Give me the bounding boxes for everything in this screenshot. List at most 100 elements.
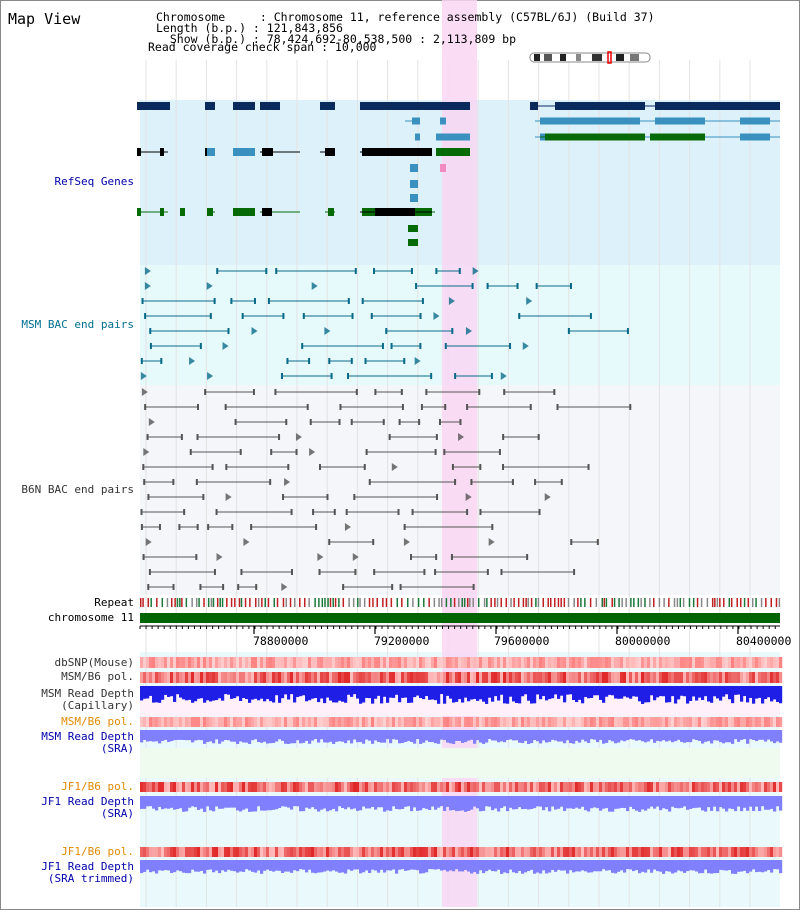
- depth-bar: [512, 860, 516, 873]
- heat-cell: [719, 782, 723, 792]
- track-label-jf1-b6-pol-1[interactable]: JF1/B6 pol.: [61, 780, 134, 793]
- depth-bar: [155, 796, 159, 811]
- repeat-feature: [633, 598, 635, 607]
- track-label-refseq[interactable]: RefSeq Genes: [54, 175, 134, 188]
- depth-bar: [623, 730, 627, 742]
- heat-cell: [380, 672, 384, 683]
- heat-cell: [698, 672, 702, 683]
- heat-cell: [692, 847, 696, 857]
- depth-bar: [218, 730, 222, 744]
- heat-cell: [197, 657, 201, 668]
- repeat-feature: [450, 598, 452, 607]
- bac-end-arrow: [206, 282, 213, 290]
- depth-bar: [377, 730, 381, 743]
- repeat-feature: [226, 598, 228, 607]
- depth-bar: [458, 686, 462, 700]
- bac-end: [466, 509, 469, 515]
- track-label-jf1-depth-trim-1[interactable]: JF1 Read Depth: [41, 860, 134, 873]
- heat-cell: [557, 782, 561, 792]
- bac-end: [345, 509, 348, 515]
- heat-cell: [146, 657, 150, 668]
- depth-bar: [725, 796, 729, 812]
- depth-bar: [752, 860, 756, 870]
- heat-cell: [455, 847, 459, 857]
- heat-cell: [245, 717, 249, 727]
- track-label-msm-depth-cap-1[interactable]: MSM Read Depth: [41, 687, 134, 700]
- track-label-dbsnp[interactable]: dbSNP(Mouse): [54, 656, 134, 669]
- depth-bar: [386, 686, 390, 703]
- heat-cell: [704, 717, 708, 727]
- depth-bar: [398, 686, 402, 703]
- gene-exon: [362, 148, 432, 156]
- heat-cell: [371, 847, 375, 857]
- heat-cell: [656, 847, 660, 857]
- depth-bar: [779, 730, 783, 743]
- repeat-feature: [547, 598, 549, 607]
- heat-cell: [170, 847, 174, 857]
- depth-bar: [632, 730, 636, 740]
- heat-cell: [485, 672, 489, 683]
- heat-cell: [569, 847, 573, 857]
- heat-cell: [242, 657, 246, 668]
- depth-bar: [269, 796, 273, 811]
- track-label-msm-depth-sra-1[interactable]: MSM Read Depth: [41, 730, 134, 743]
- depth-bar: [524, 686, 528, 695]
- heat-cell: [521, 672, 525, 683]
- track-label-b6n-bac[interactable]: B6N BAC end pairs: [21, 483, 134, 496]
- heat-cell: [665, 672, 669, 683]
- heat-cell: [524, 672, 528, 683]
- heat-cell: [638, 782, 642, 792]
- heat-cell: [743, 717, 747, 727]
- heat-cell: [194, 782, 198, 792]
- bac-end: [287, 464, 290, 470]
- heat-cell: [509, 657, 513, 668]
- heat-cell: [560, 717, 564, 727]
- bac-end: [189, 449, 192, 455]
- heat-cell: [770, 782, 774, 792]
- heat-cell: [299, 672, 303, 683]
- depth-bar: [701, 730, 705, 744]
- heat-cell: [308, 782, 312, 792]
- depth-bar: [773, 730, 777, 744]
- bac-end: [419, 343, 422, 349]
- heat-cell: [602, 672, 606, 683]
- depth-bar: [773, 860, 777, 870]
- track-label-msm-b6-pol-2[interactable]: MSM/B6 pol.: [61, 715, 134, 728]
- heat-cell: [767, 717, 771, 727]
- depth-bar: [611, 686, 615, 696]
- heat-cell: [419, 672, 423, 683]
- heat-cell: [368, 672, 372, 683]
- track-label-msm-bac[interactable]: MSM BAC end pairs: [21, 318, 134, 331]
- depth-bar: [698, 686, 702, 698]
- bac-end-arrow: [414, 357, 421, 365]
- track-label-msm-depth-cap-2: (Capillary): [61, 699, 134, 712]
- bac-end: [434, 569, 437, 575]
- heat-cell: [401, 717, 405, 727]
- depth-bar: [182, 730, 186, 741]
- repeat-feature: [210, 598, 213, 607]
- heat-cell: [575, 672, 579, 683]
- depth-bar: [728, 860, 732, 871]
- track-label-jf1-depth-1[interactable]: JF1 Read Depth: [41, 795, 134, 808]
- heat-cell: [206, 847, 210, 857]
- track-label-msm-b6-pol-1[interactable]: MSM/B6 pol.: [61, 670, 134, 683]
- track-label-jf1-b6-pol-2[interactable]: JF1/B6 pol.: [61, 845, 134, 858]
- depth-bar: [689, 860, 693, 871]
- track-label-repeat[interactable]: Repeat: [94, 596, 134, 609]
- depth-bar: [692, 860, 696, 871]
- depth-bar: [320, 796, 324, 810]
- heat-cell: [527, 782, 531, 792]
- repeat-feature: [778, 598, 781, 607]
- depth-bar: [512, 686, 516, 702]
- heat-cell: [551, 657, 555, 668]
- bac-end: [478, 389, 481, 395]
- heat-cell: [725, 782, 729, 792]
- depth-bar: [266, 796, 270, 811]
- heat-cell: [374, 782, 378, 792]
- depth-bar: [491, 860, 495, 872]
- depth-bar: [707, 796, 711, 808]
- depth-bar: [743, 730, 747, 740]
- depth-bar: [734, 860, 738, 874]
- depth-bar: [416, 860, 420, 871]
